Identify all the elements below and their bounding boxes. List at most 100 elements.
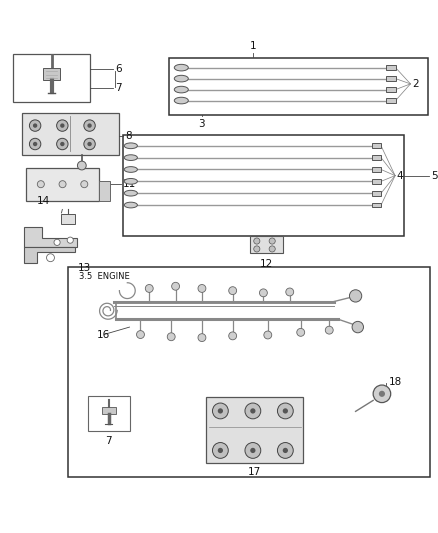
Circle shape bbox=[29, 138, 41, 150]
Circle shape bbox=[282, 448, 287, 453]
Circle shape bbox=[296, 328, 304, 336]
Circle shape bbox=[268, 246, 275, 252]
Circle shape bbox=[59, 181, 66, 188]
Circle shape bbox=[349, 290, 361, 302]
Ellipse shape bbox=[124, 202, 137, 208]
Circle shape bbox=[263, 331, 271, 339]
Circle shape bbox=[136, 330, 144, 338]
Circle shape bbox=[167, 333, 175, 341]
Circle shape bbox=[57, 120, 68, 131]
Text: 7: 7 bbox=[105, 435, 112, 446]
Ellipse shape bbox=[124, 190, 137, 196]
Circle shape bbox=[29, 120, 41, 131]
Circle shape bbox=[228, 287, 236, 295]
Circle shape bbox=[217, 408, 223, 414]
Circle shape bbox=[87, 142, 92, 146]
Bar bbox=[385, 65, 395, 70]
Text: 8: 8 bbox=[125, 131, 131, 141]
Circle shape bbox=[46, 254, 54, 262]
Text: 1: 1 bbox=[249, 42, 256, 51]
Circle shape bbox=[253, 238, 259, 244]
Circle shape bbox=[285, 288, 293, 296]
Bar bbox=[371, 155, 380, 160]
Bar bbox=[371, 167, 380, 172]
Circle shape bbox=[33, 123, 37, 128]
Circle shape bbox=[228, 332, 236, 340]
Circle shape bbox=[244, 403, 260, 419]
Circle shape bbox=[250, 408, 255, 414]
Circle shape bbox=[60, 123, 64, 128]
Text: 11: 11 bbox=[123, 179, 136, 189]
Bar bbox=[385, 87, 395, 92]
Ellipse shape bbox=[174, 75, 188, 82]
Circle shape bbox=[259, 289, 267, 297]
Circle shape bbox=[250, 448, 255, 453]
Circle shape bbox=[171, 282, 179, 290]
Text: 14: 14 bbox=[37, 196, 50, 206]
Circle shape bbox=[84, 138, 95, 150]
Bar bbox=[371, 143, 380, 148]
Circle shape bbox=[77, 161, 86, 170]
Text: 4: 4 bbox=[396, 171, 402, 181]
Polygon shape bbox=[24, 227, 77, 247]
Circle shape bbox=[212, 442, 228, 458]
Circle shape bbox=[57, 138, 68, 150]
Circle shape bbox=[277, 403, 293, 419]
Circle shape bbox=[145, 285, 153, 293]
Ellipse shape bbox=[124, 143, 137, 149]
Text: 3.5  ENGINE: 3.5 ENGINE bbox=[79, 272, 130, 281]
Circle shape bbox=[372, 385, 390, 402]
Text: 7: 7 bbox=[115, 83, 121, 93]
Circle shape bbox=[84, 120, 95, 131]
Bar bbox=[88, 396, 129, 431]
Polygon shape bbox=[24, 247, 74, 263]
Circle shape bbox=[212, 403, 228, 419]
Bar bbox=[99, 181, 110, 200]
Bar bbox=[42, 68, 60, 80]
Circle shape bbox=[378, 391, 384, 397]
Text: 17: 17 bbox=[247, 467, 261, 477]
Circle shape bbox=[277, 442, 293, 458]
Ellipse shape bbox=[174, 64, 188, 71]
Circle shape bbox=[87, 123, 92, 128]
Circle shape bbox=[253, 246, 259, 252]
Text: 13: 13 bbox=[78, 263, 91, 273]
Text: 6: 6 bbox=[115, 64, 121, 74]
Circle shape bbox=[67, 237, 73, 243]
Circle shape bbox=[268, 238, 275, 244]
Circle shape bbox=[282, 408, 287, 414]
Text: 12: 12 bbox=[259, 259, 273, 269]
Circle shape bbox=[81, 181, 88, 188]
Bar bbox=[22, 113, 118, 155]
Circle shape bbox=[351, 321, 363, 333]
Circle shape bbox=[60, 142, 64, 146]
Circle shape bbox=[33, 142, 37, 146]
Bar bbox=[101, 407, 115, 415]
Bar bbox=[26, 168, 99, 200]
Circle shape bbox=[198, 334, 205, 342]
Text: 5: 5 bbox=[430, 171, 437, 181]
Bar bbox=[250, 236, 283, 253]
Bar bbox=[385, 98, 395, 103]
Bar bbox=[169, 58, 427, 115]
Circle shape bbox=[54, 239, 60, 245]
Bar bbox=[13, 54, 90, 102]
Ellipse shape bbox=[174, 86, 188, 93]
Circle shape bbox=[244, 442, 260, 458]
Bar bbox=[385, 76, 395, 81]
Bar bbox=[371, 179, 380, 184]
Ellipse shape bbox=[124, 155, 137, 160]
Bar bbox=[68, 266, 429, 477]
Circle shape bbox=[37, 181, 44, 188]
Circle shape bbox=[198, 285, 205, 293]
Bar bbox=[371, 203, 380, 207]
Bar bbox=[123, 135, 403, 236]
Text: 2: 2 bbox=[412, 79, 418, 89]
Bar bbox=[371, 191, 380, 196]
Text: 18: 18 bbox=[388, 376, 401, 386]
Text: 3: 3 bbox=[198, 119, 205, 129]
Bar bbox=[206, 397, 302, 463]
Bar bbox=[61, 214, 74, 224]
Circle shape bbox=[217, 448, 223, 453]
Ellipse shape bbox=[124, 179, 137, 184]
